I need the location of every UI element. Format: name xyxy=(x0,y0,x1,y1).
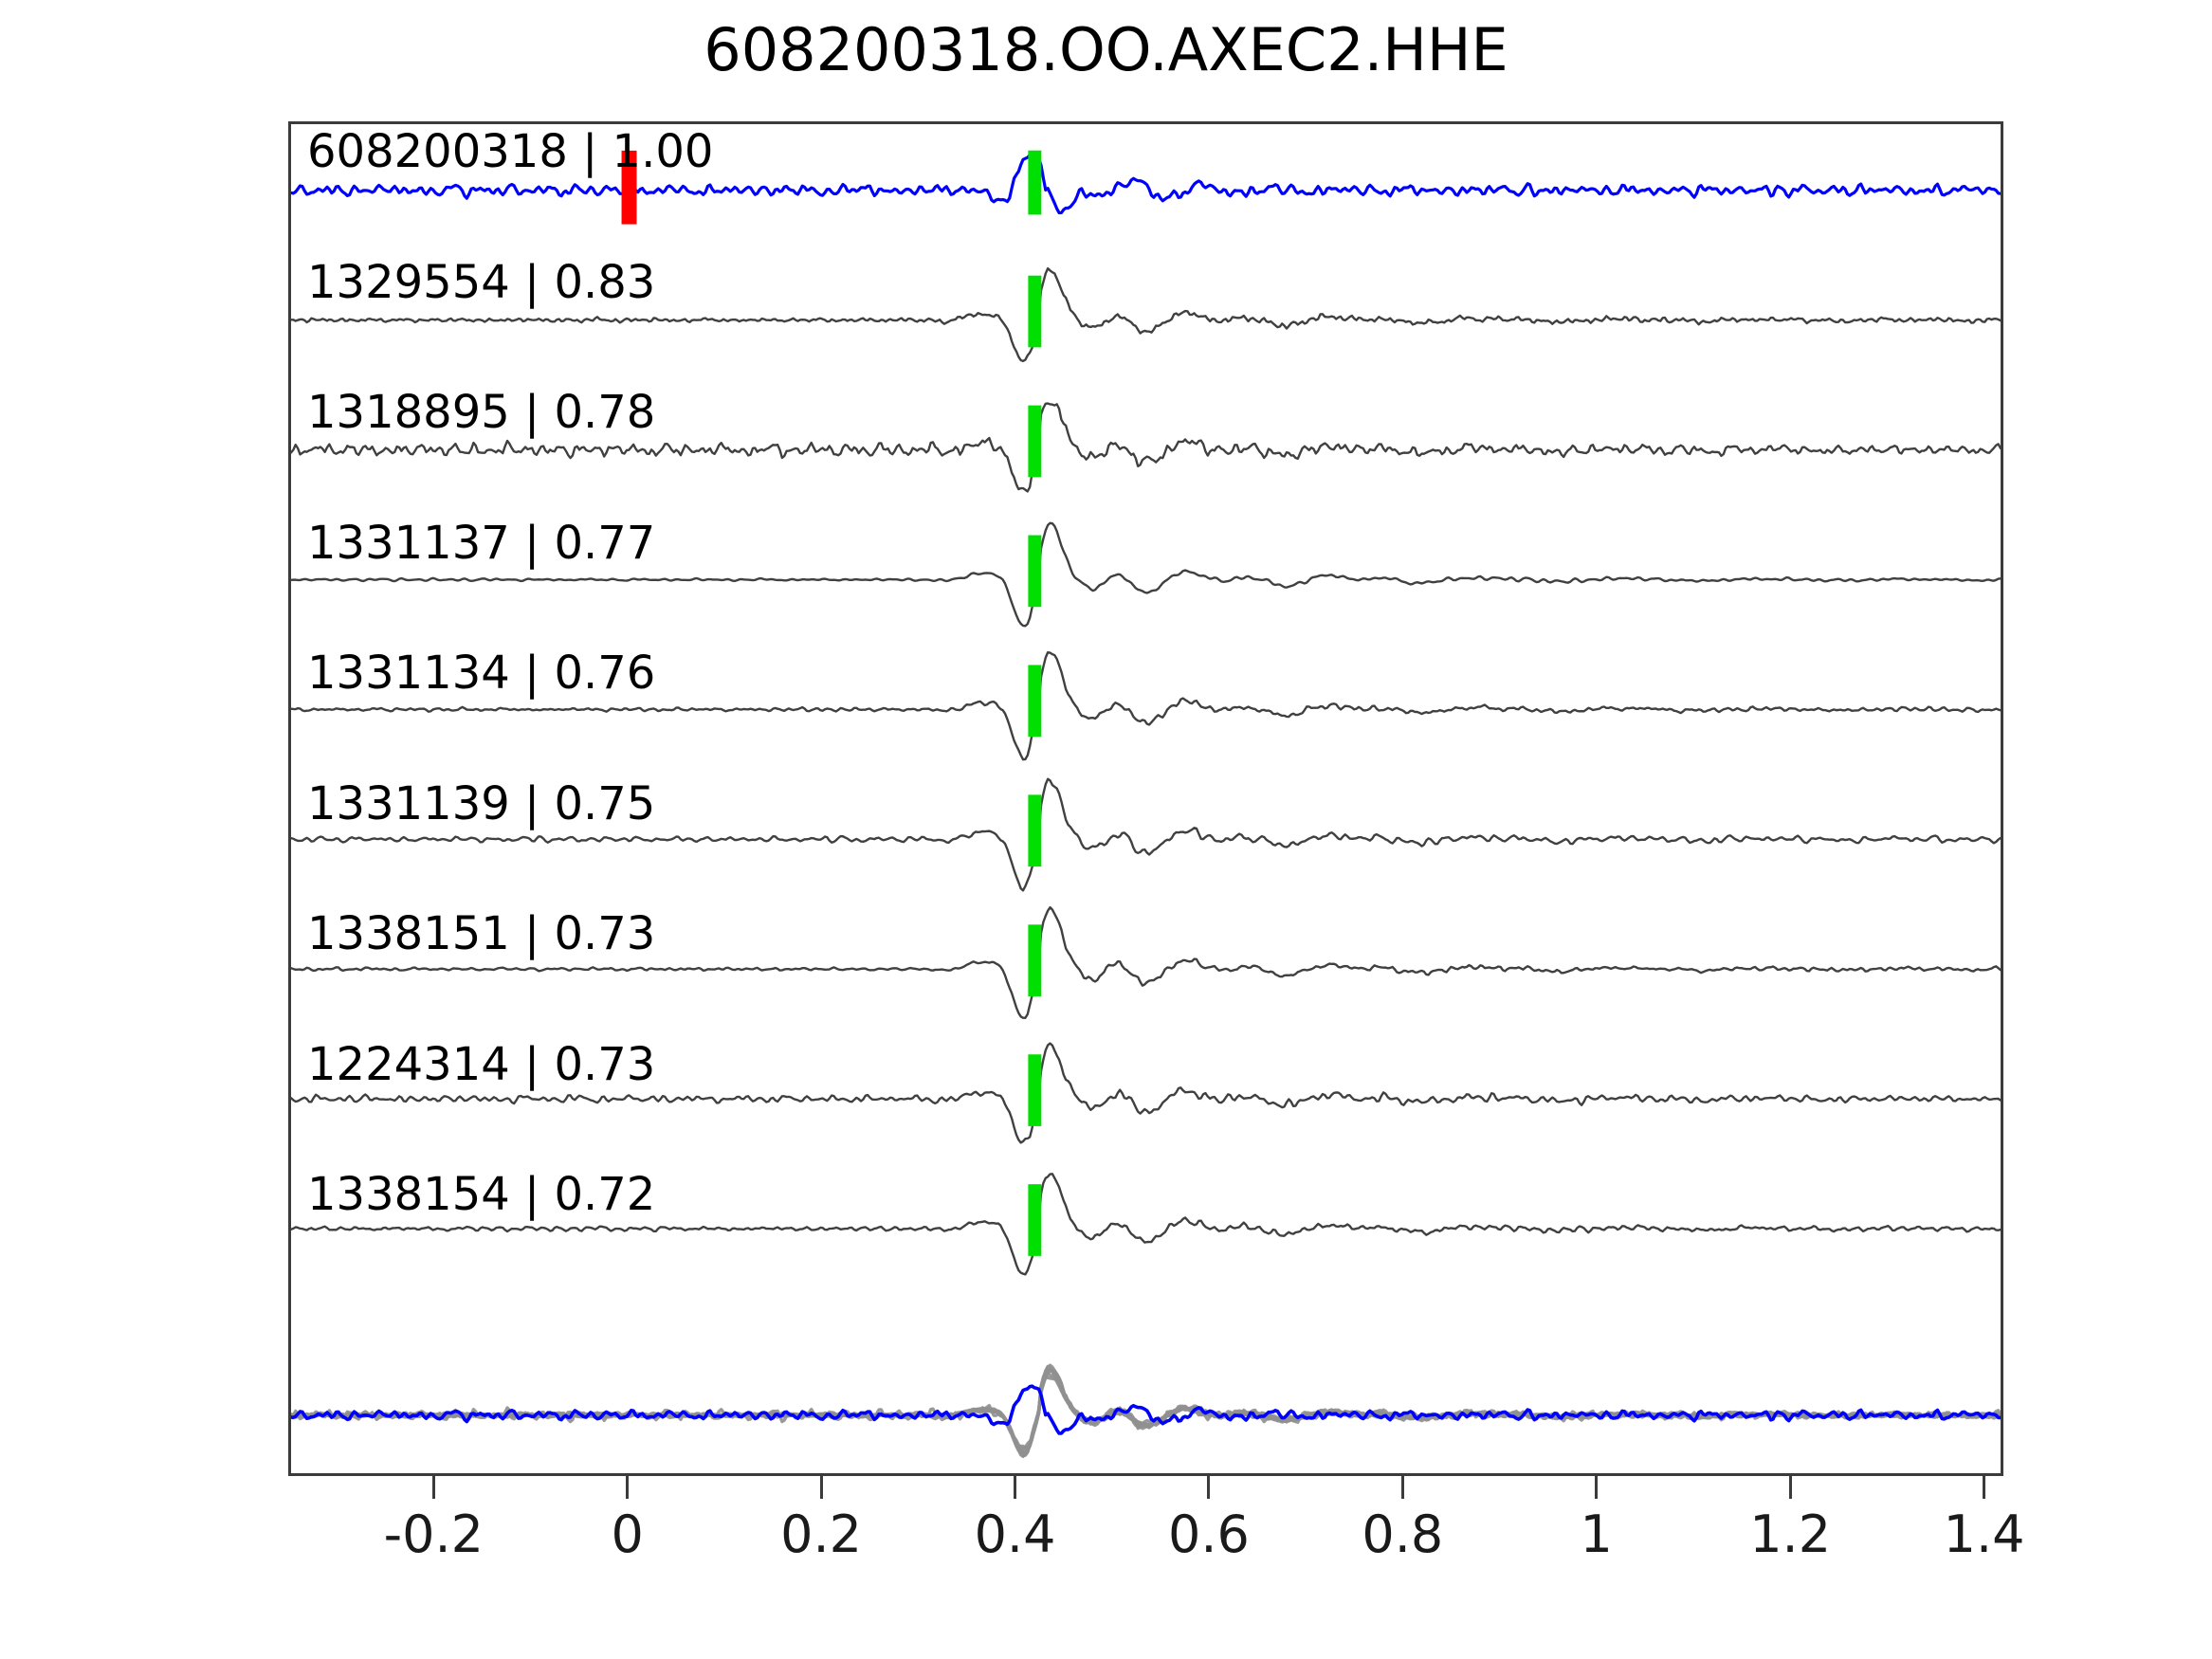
match-waveform xyxy=(291,905,2001,1019)
x-tick-mark xyxy=(626,1476,630,1499)
x-tick-label: 0 xyxy=(611,1504,644,1564)
x-tick-label: 0.8 xyxy=(1362,1504,1444,1564)
match-waveform xyxy=(291,266,2001,363)
phase-pick-marker xyxy=(1028,1054,1042,1126)
template-waveform xyxy=(291,153,2001,215)
overlay-template-waveform xyxy=(291,1384,2001,1435)
trace-label: 1331139 | 0.75 xyxy=(307,776,656,830)
match-waveform xyxy=(291,1173,2001,1276)
phase-pick-marker xyxy=(1028,794,1042,867)
x-tick-mark xyxy=(1207,1476,1211,1499)
x-tick-label: -0.2 xyxy=(383,1504,484,1564)
x-tick-label: 0.4 xyxy=(974,1504,1056,1564)
plot-area xyxy=(288,121,2003,1476)
x-tick-label: 0.2 xyxy=(780,1504,863,1564)
match-waveform xyxy=(291,777,2001,892)
trace-label: 1318895 | 0.78 xyxy=(307,386,656,439)
phase-pick-marker xyxy=(1028,535,1042,608)
phase-pick-marker xyxy=(1028,275,1042,348)
x-axis: -0.2 0 0.2 0.4 0.6 0.8 1 1.2 1.4 xyxy=(288,1476,2024,1590)
trace-label: 1331134 | 0.76 xyxy=(307,647,656,700)
match-waveform xyxy=(291,402,2001,493)
waveform-canvas xyxy=(291,150,2001,1459)
trace-label: 608200318 | 1.00 xyxy=(307,125,714,178)
page-title: 608200318.OO.AXEC2.HHE xyxy=(704,15,1508,84)
x-tick-mark xyxy=(1595,1476,1599,1499)
trace-label: 1224314 | 0.73 xyxy=(307,1037,656,1091)
trace-label: 1338151 | 0.73 xyxy=(307,907,656,960)
x-tick-label: 1 xyxy=(1580,1504,1613,1564)
x-tick-mark xyxy=(1014,1476,1017,1499)
x-tick-mark xyxy=(1400,1476,1404,1499)
x-tick-label: 0.6 xyxy=(1167,1504,1250,1564)
phase-pick-marker xyxy=(1028,405,1042,478)
x-tick-mark xyxy=(431,1476,435,1499)
match-waveform xyxy=(291,1042,2001,1144)
match-waveform xyxy=(291,650,2001,761)
phase-pick-marker xyxy=(1028,665,1042,738)
trace-label: 1338154 | 0.72 xyxy=(307,1168,656,1221)
match-waveform xyxy=(291,521,2001,628)
x-tick-mark xyxy=(819,1476,823,1499)
trace-label: 1331137 | 0.77 xyxy=(307,516,656,570)
trace-label: 1329554 | 0.83 xyxy=(307,255,656,309)
origin-time-marker xyxy=(621,150,637,225)
phase-pick-marker xyxy=(1028,924,1042,997)
overlay-waveform xyxy=(291,1369,2001,1454)
x-tick-label: 1.4 xyxy=(1943,1504,2025,1564)
x-tick-mark xyxy=(1788,1476,1792,1499)
x-tick-label: 1.2 xyxy=(1749,1504,1832,1564)
phase-pick-marker xyxy=(1028,1184,1042,1256)
phase-pick-marker xyxy=(1028,150,1042,215)
x-tick-mark xyxy=(1983,1476,1986,1499)
